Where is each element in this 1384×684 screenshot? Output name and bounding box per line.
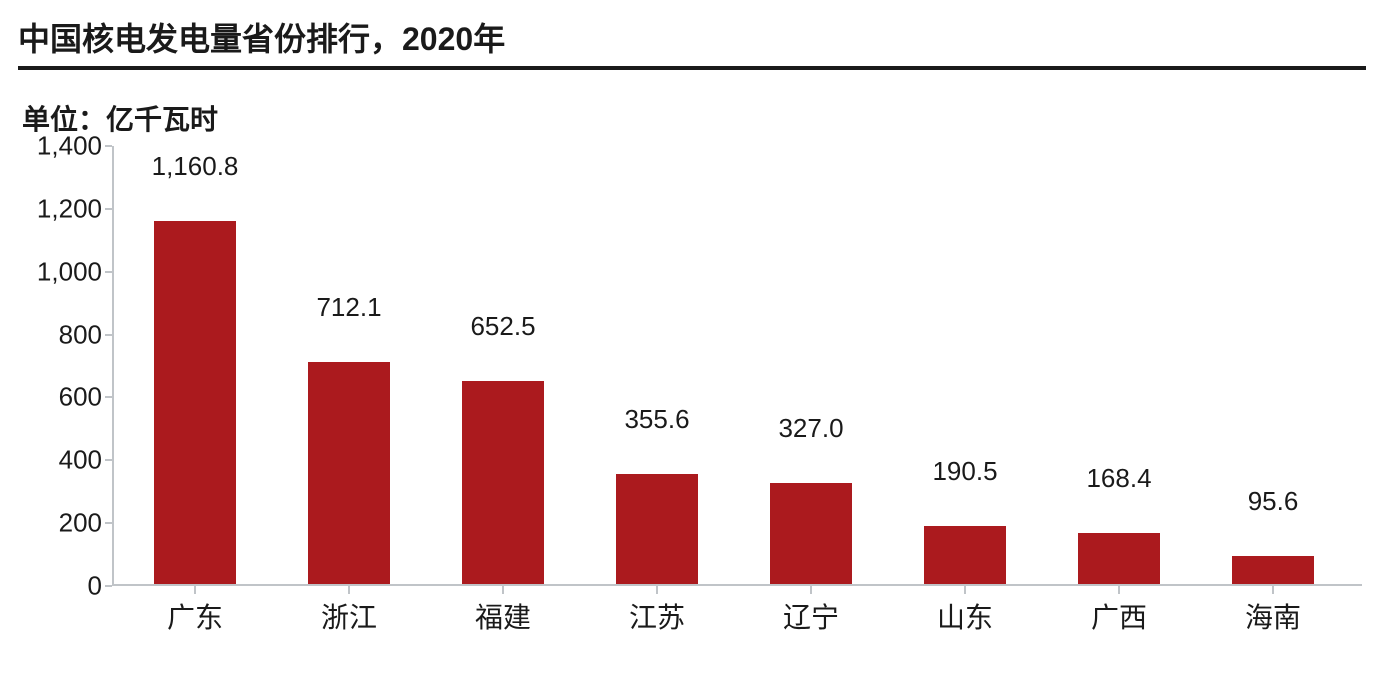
x-tick-mark <box>1272 586 1274 594</box>
x-tick-mark <box>810 586 812 594</box>
bar-value-label: 168.4 <box>1086 463 1151 494</box>
y-tick-label: 1,000 <box>37 256 112 287</box>
bar-value-label: 190.5 <box>932 456 997 487</box>
title-row: 中国核电发电量省份排行，2020年 <box>18 14 1366 70</box>
y-axis-line <box>112 146 114 586</box>
bar <box>1078 533 1160 586</box>
plot-area: 1,160.8 712.1 652.5 355.6 327.0 190.5 168.4 95.… <box>112 146 1362 586</box>
x-tick-mark <box>964 586 966 594</box>
y-tick-mark <box>105 396 112 398</box>
bar-value-label: 355.6 <box>624 404 689 435</box>
x-tick-mark <box>502 586 504 594</box>
y-tick-label: 1,400 <box>37 131 112 162</box>
page: 中国核电发电量省份排行，2020年 单位：亿千瓦时 1,160.8 712.1 65… <box>0 0 1384 684</box>
bar <box>1232 556 1314 586</box>
bar-value-label: 327.0 <box>778 413 843 444</box>
bar <box>154 221 236 586</box>
bar <box>616 474 698 586</box>
y-tick-mark <box>105 585 112 587</box>
y-tick-mark <box>105 459 112 461</box>
y-tick-label: 600 <box>59 382 112 413</box>
bar-value-label: 1,160.8 <box>152 151 239 182</box>
y-tick-label: 800 <box>59 319 112 350</box>
y-tick-mark <box>105 271 112 273</box>
y-tick-mark <box>105 522 112 524</box>
bar <box>462 381 544 586</box>
x-tick-mark <box>194 586 196 594</box>
unit-label: 单位：亿千瓦时 <box>18 98 1366 138</box>
x-tick-mark <box>1118 586 1120 594</box>
bar-value-label: 95.6 <box>1248 486 1299 517</box>
x-axis-line <box>112 584 1362 586</box>
x-tick-mark <box>656 586 658 594</box>
bar <box>308 362 390 586</box>
y-tick-label: 1,200 <box>37 193 112 224</box>
y-tick-label: 200 <box>59 508 112 539</box>
x-tick-mark <box>348 586 350 594</box>
bar <box>770 483 852 586</box>
bar <box>924 526 1006 586</box>
y-tick-mark <box>105 334 112 336</box>
y-tick-mark <box>105 208 112 210</box>
y-tick-label: 400 <box>59 445 112 476</box>
bar-value-label: 712.1 <box>316 292 381 323</box>
chart-title: 中国核电发电量省份排行，2020年 <box>18 14 1366 60</box>
chart-area: 1,160.8 712.1 652.5 355.6 327.0 190.5 168.4 95.… <box>112 146 1362 586</box>
y-tick-mark <box>105 145 112 147</box>
bar-value-label: 652.5 <box>470 311 535 342</box>
